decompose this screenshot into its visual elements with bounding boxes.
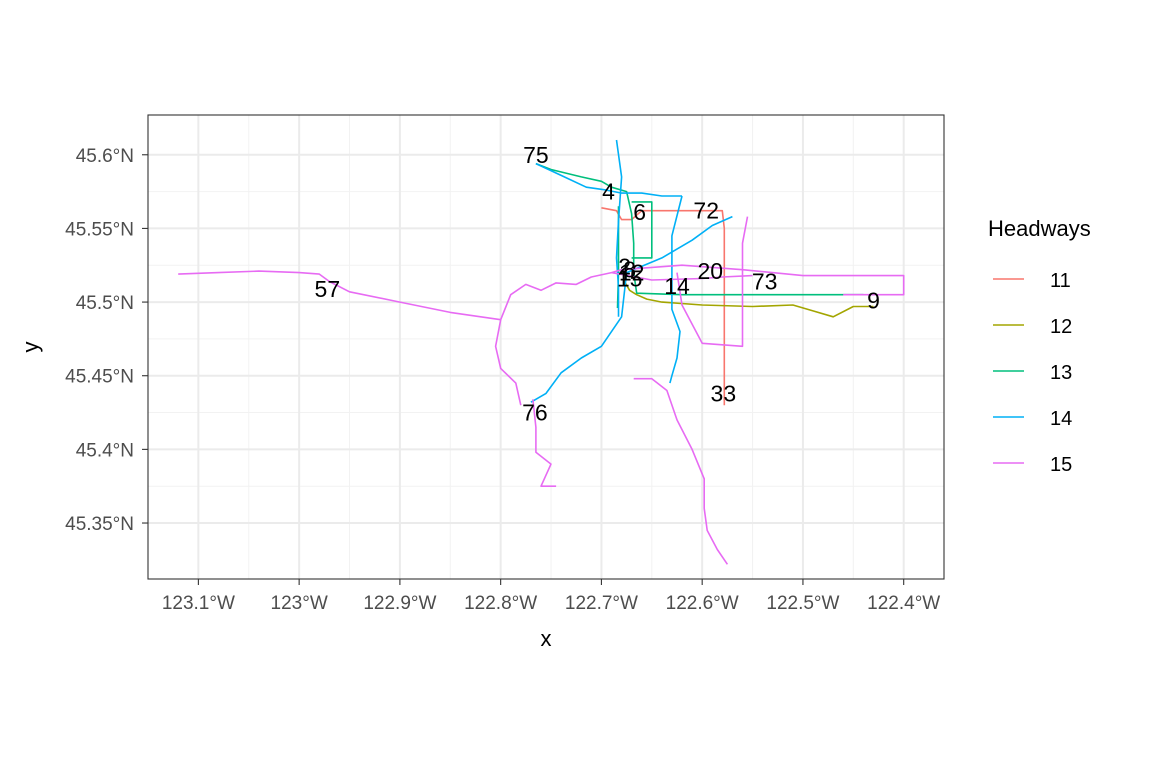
route-line-headway-13	[631, 201, 653, 259]
route-line-headway-15	[633, 377, 729, 565]
legend-items: 11 12 13 14 15	[993, 270, 1072, 476]
plot-panel-border	[147, 114, 945, 580]
major-grid	[148, 115, 944, 579]
x-axis: 123.1°W 123°W 122.9°W 122.8°W 122.7°W 122.6°W…	[162, 579, 940, 614]
legend: Headways 11 12 13 14 15	[988, 216, 1091, 476]
route-label: 2	[618, 254, 631, 280]
route-label: 9	[867, 288, 880, 314]
route-label: 8	[623, 257, 636, 283]
route-label: 4	[602, 179, 615, 205]
route-line-headway-11	[601, 207, 726, 406]
route-label: 12	[619, 260, 645, 286]
legend-label-13: 13	[1050, 362, 1072, 384]
x-axis-title: x	[541, 626, 552, 651]
route-line-headway-14	[530, 272, 628, 403]
y-axis-title: y	[18, 342, 43, 353]
route-line-headway-15	[676, 216, 749, 348]
route-label: 73	[752, 268, 778, 294]
route-line-headway-15	[532, 399, 557, 487]
y-tick-label: 45.4°N	[76, 440, 134, 461]
y-tick-label: 45.6°N	[76, 146, 134, 167]
minor-grid	[148, 115, 944, 579]
route-label: 33	[711, 380, 737, 406]
route-label: 6	[633, 199, 646, 225]
x-tick-label: 122.8°W	[464, 593, 537, 614]
x-tick-label: 122.9°W	[363, 593, 436, 614]
route-line-headway-13	[535, 162, 864, 296]
y-tick-label: 45.5°N	[76, 293, 134, 314]
y-tick-label: 45.55°N	[65, 219, 134, 240]
route-line-headway-15	[621, 264, 905, 296]
legend-label-11: 11	[1050, 270, 1071, 292]
x-tick-label: 122.6°W	[666, 593, 739, 614]
legend-label-15: 15	[1050, 454, 1072, 476]
route-line-headway-14	[669, 195, 683, 384]
x-tick-label: 122.7°W	[565, 593, 638, 614]
legend-label-12: 12	[1050, 316, 1072, 338]
x-tick-label: 122.5°W	[766, 593, 839, 614]
x-tick-label: 123.1°W	[162, 593, 235, 614]
route-line-headway-15	[178, 270, 501, 321]
route-label: 76	[522, 400, 548, 426]
route-line-headway-12	[622, 279, 874, 318]
legend-label-14: 14	[1050, 408, 1072, 430]
y-axis: 45.35°N 45.4°N 45.45°N 45.5°N 45.55°N 45.6°N	[65, 146, 148, 535]
x-tick-label: 122.4°W	[867, 593, 940, 614]
route-line-headway-15	[494, 319, 522, 406]
route-line-headway-15	[611, 271, 753, 281]
y-tick-label: 45.45°N	[65, 367, 134, 388]
route-line-headway-14	[615, 139, 623, 317]
route-line-headway-14	[626, 215, 733, 274]
route-line-headway-15	[499, 268, 622, 320]
y-tick-label: 45.35°N	[65, 514, 134, 535]
route-label: 75	[523, 142, 549, 168]
route-label: 15	[617, 266, 643, 292]
x-tick-label: 123°W	[271, 593, 328, 614]
route-label: 57	[315, 276, 341, 302]
legend-title: Headways	[988, 216, 1091, 241]
route-label: 20	[697, 258, 723, 284]
route-line-headway-14	[535, 162, 682, 197]
route-label: 14	[664, 273, 690, 299]
route-lines	[178, 139, 905, 565]
route-label: 72	[693, 198, 719, 224]
